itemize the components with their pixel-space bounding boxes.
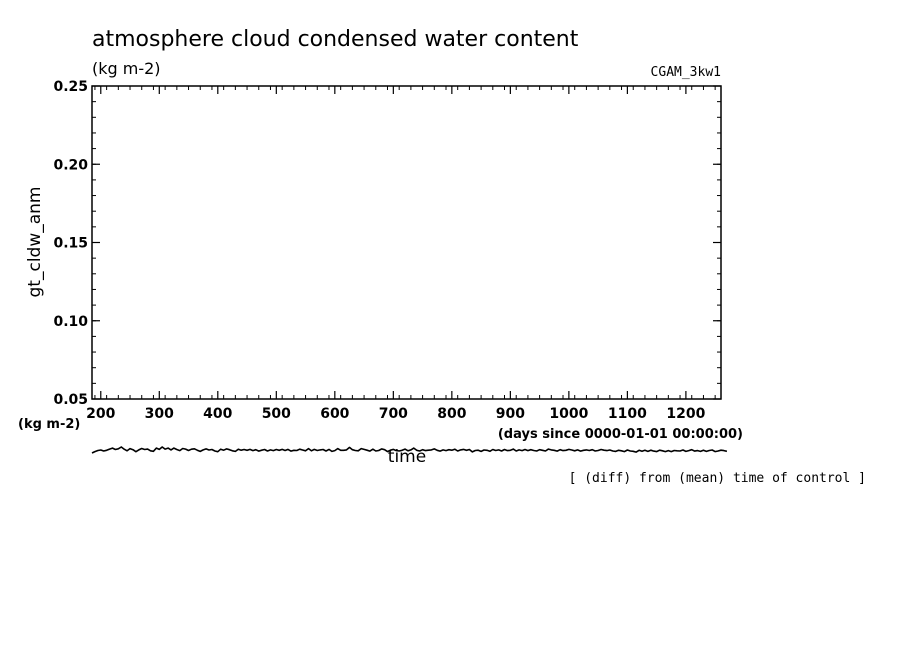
- y-axis-label: gt_cldw_anm: [25, 187, 45, 298]
- x-tick-label: 500: [262, 406, 291, 422]
- y-tick-label: 0.10: [53, 314, 88, 330]
- x-axis-label: time: [388, 447, 426, 467]
- x-tick-label: 600: [320, 406, 349, 422]
- x-tick-label: 1100: [608, 406, 647, 422]
- chart-subtitle: (kg m-2): [92, 59, 161, 78]
- y-unit-label: (kg m-2): [18, 417, 80, 432]
- x-tick-label: 800: [437, 406, 466, 422]
- series-group: [91, 446, 728, 454]
- x-tick-label: 200: [86, 406, 115, 422]
- y-tick-label: 0.15: [53, 236, 88, 252]
- x-axis: 200 300 400 500 600 700 800 900 1000 1100 1200: [86, 86, 716, 422]
- comparison-note: [ (diff) from (mean) time of control ]: [569, 471, 866, 486]
- x-tick-label: 400: [203, 406, 232, 422]
- plot-frame: [91, 85, 722, 400]
- x-tick-label: 300: [145, 406, 174, 422]
- experiment-label: CGAM_3kw1: [651, 65, 721, 80]
- x-tick-label: 900: [496, 406, 525, 422]
- y-tick-label: 0.20: [53, 157, 88, 173]
- y-tick-label: 0.05: [53, 392, 88, 408]
- y-axis: 0.05 0.10 0.15 0.20 0.25: [53, 79, 721, 408]
- x-tick-label: 1200: [666, 406, 705, 422]
- x-tick-label: 700: [379, 406, 408, 422]
- chart-title: atmosphere cloud condensed water content: [92, 27, 579, 52]
- data-series-line: [91, 446, 728, 454]
- x-tick-label: 1000: [549, 406, 588, 422]
- x-unit-label: (days since 0000-01-01 00:00:00): [498, 427, 743, 442]
- y-tick-label: 0.25: [53, 79, 88, 95]
